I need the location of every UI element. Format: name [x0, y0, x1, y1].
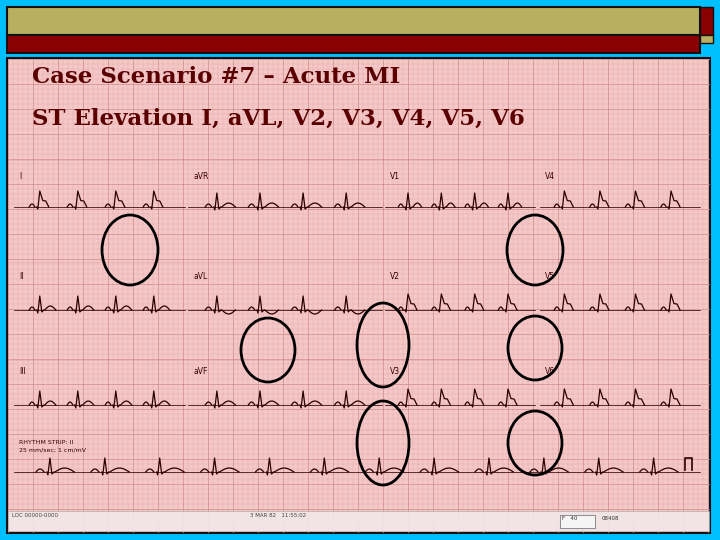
Bar: [8, 511, 709, 531]
Bar: [560, 515, 595, 528]
Text: aVR: aVR: [193, 172, 208, 181]
Text: ST Elevation I, aVL, V2, V3, V4, V5, V6: ST Elevation I, aVL, V2, V3, V4, V5, V6: [32, 108, 525, 130]
Text: Case Scenario #7 – Acute MI: Case Scenario #7 – Acute MI: [32, 66, 400, 88]
Text: V1: V1: [390, 172, 400, 181]
Text: III: III: [19, 367, 26, 376]
Bar: [7, 58, 710, 533]
Text: LOC 00000-0000: LOC 00000-0000: [12, 513, 58, 518]
Text: 3 MAR 82   11:55:02: 3 MAR 82 11:55:02: [250, 513, 306, 518]
Text: V4: V4: [545, 172, 555, 181]
Text: V2: V2: [390, 272, 400, 281]
Text: 25 mm/sec; 1 cm/mV: 25 mm/sec; 1 cm/mV: [19, 447, 86, 452]
Text: aVL: aVL: [193, 272, 207, 281]
Text: aVF: aVF: [193, 367, 207, 376]
Text: V6: V6: [545, 367, 555, 376]
Bar: [7, 35, 700, 53]
Text: RHYTHM STRIP: II: RHYTHM STRIP: II: [19, 440, 73, 445]
Text: F   40: F 40: [562, 516, 577, 521]
Text: V5: V5: [545, 272, 555, 281]
Text: I: I: [19, 172, 22, 181]
Bar: [7, 7, 700, 35]
Bar: [700, 7, 713, 35]
Text: II: II: [19, 272, 24, 281]
Text: 08408: 08408: [602, 516, 619, 521]
Bar: [700, 35, 713, 43]
Text: V3: V3: [390, 367, 400, 376]
